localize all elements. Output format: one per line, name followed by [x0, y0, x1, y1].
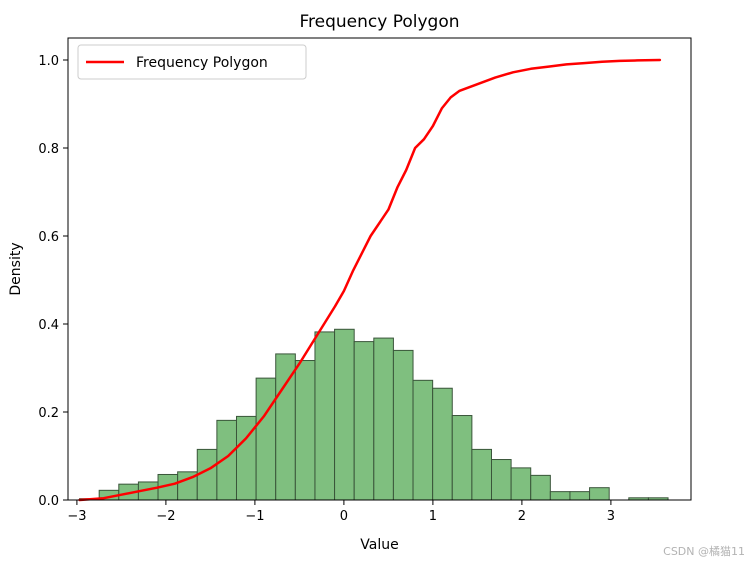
x-tick-label: 0 [340, 509, 348, 524]
histogram-bar [451, 415, 473, 501]
histogram-bar [510, 467, 532, 501]
histogram-bar [432, 387, 453, 501]
histogram-bar [334, 328, 355, 501]
histogram-bar [569, 491, 591, 501]
histogram-bar [549, 491, 571, 501]
x-tick-label: 1 [429, 509, 437, 524]
histogram-bar [373, 337, 394, 501]
frequency-polygon-line [78, 58, 662, 502]
x-tick-label: 2 [518, 509, 526, 524]
histogram-bar [353, 341, 375, 501]
x-axis-ticks: −3 −2 −1 0 1 2 3 [67, 500, 615, 524]
x-tick-label: −2 [156, 509, 175, 524]
histogram-bars [79, 328, 669, 501]
x-tick-label: 3 [607, 509, 615, 524]
histogram-bar [471, 448, 492, 501]
histogram-bar [530, 474, 551, 501]
histogram-bar [255, 377, 277, 501]
histogram-bar [412, 379, 434, 501]
y-tick-label: 0.4 [38, 318, 59, 333]
y-axis-ticks: 0.0 0.2 0.4 0.6 0.8 1.0 [38, 54, 68, 509]
watermark: CSDN @橘猫11 [663, 545, 745, 558]
histogram-bar [392, 349, 414, 501]
x-tick-label: −1 [245, 509, 264, 524]
legend: Frequency Polygon [77, 44, 307, 80]
histogram-bar [216, 419, 237, 501]
x-tick-label: −3 [67, 509, 86, 524]
y-tick-label: 0.6 [38, 230, 59, 245]
histogram-bar [490, 459, 512, 501]
histogram-bar [314, 331, 336, 501]
frequency-polygon-layer [78, 58, 662, 502]
y-axis-label: Density [8, 242, 24, 295]
y-tick-label: 1.0 [38, 54, 59, 69]
chart-title: Frequency Polygon [299, 12, 459, 32]
histogram-bar [294, 360, 316, 501]
histogram-bar [589, 487, 610, 501]
legend-box [77, 44, 307, 80]
y-tick-label: 0.0 [38, 494, 59, 509]
y-tick-label: 0.2 [38, 406, 59, 421]
plot-frame [67, 37, 692, 501]
y-tick-label: 0.8 [38, 142, 59, 157]
x-axis-label: Value [360, 537, 398, 553]
legend-label: Frequency Polygon [136, 55, 268, 71]
